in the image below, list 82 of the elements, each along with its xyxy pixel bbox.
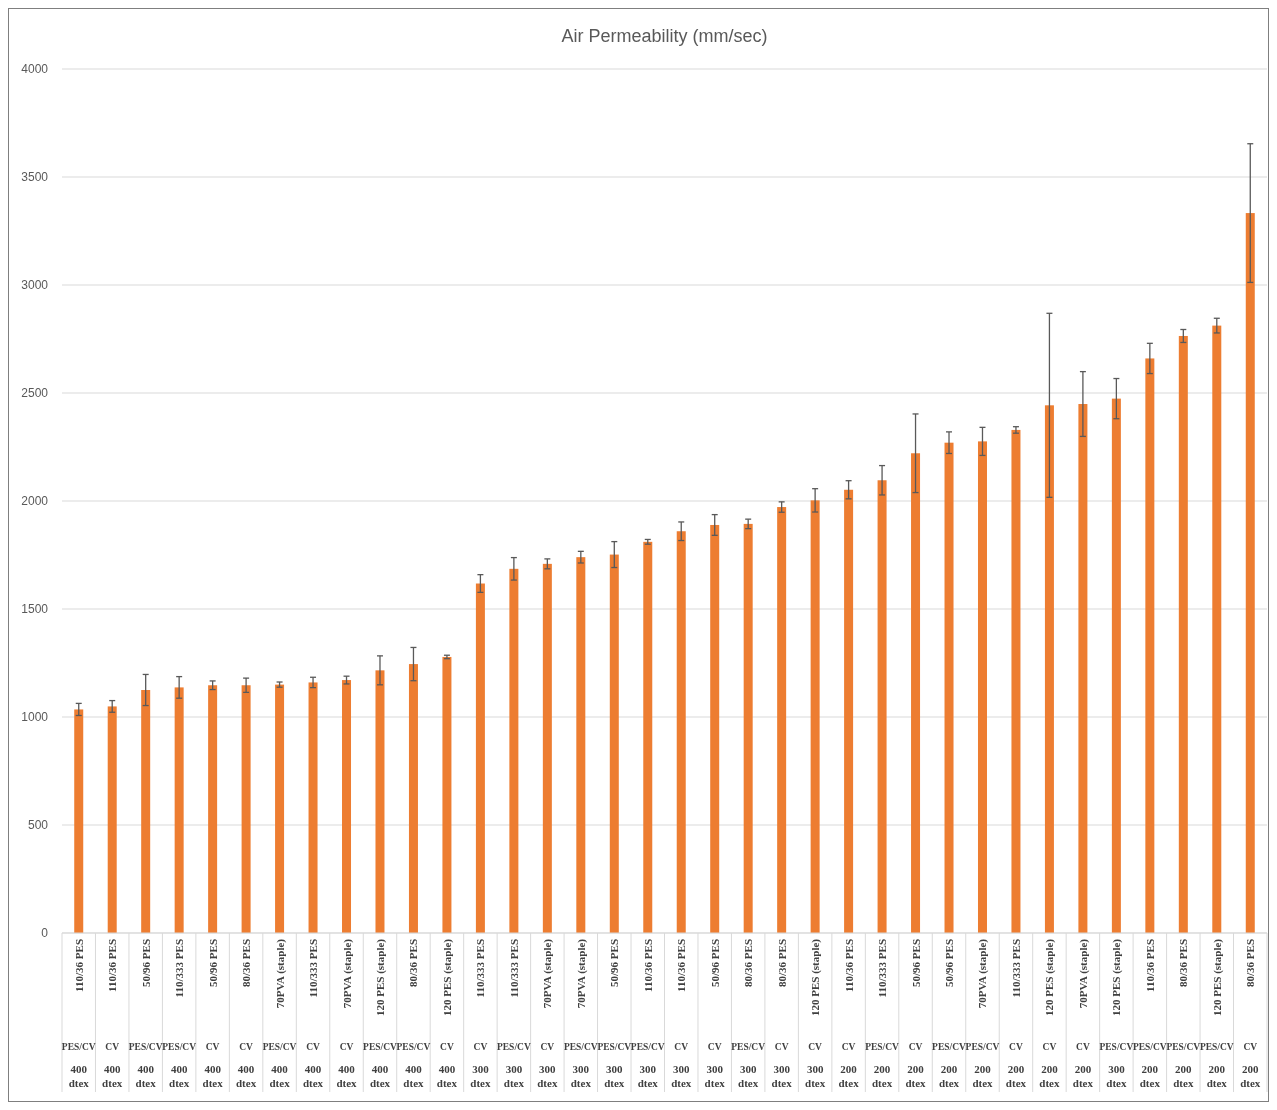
bar [844,489,854,933]
bar [1212,325,1222,933]
bar [710,524,720,933]
category-label: 110/36 PES PES/CV 200 dtex [1132,939,1167,1089]
bar [576,557,586,933]
bar [676,531,686,933]
bar [107,706,117,933]
category-label: 50/96 PES PES/CV 400 dtex [128,939,163,1089]
bar [643,541,653,933]
category-label: 110/36 PES PES/CV 300 dtex [630,939,665,1089]
y-tick-label: 2000 [21,494,49,509]
category-label: 110/333 PES CV 400 dtex [302,939,324,1089]
category-label: 70PVA (staple) PES/CV 400 dtex [262,939,297,1089]
category-label: 80/36 PES PES/CV 300 dtex [731,939,766,1089]
category-label: 70PVA (staple) PES/CV 200 dtex [965,939,1000,1089]
category-label: 80/36 PES PES/CV 200 dtex [1166,939,1201,1089]
category-label: 110/36 PES PES/CV 400 dtex [61,939,96,1089]
category-label: 120 PES (staple) CV 400 dtex [436,939,458,1089]
y-tick-label: 0 [41,926,49,941]
category-label: 120 PES (staple) PES/CV 300 dtex [1099,939,1134,1089]
bar [911,453,921,933]
category-label: 120 PES (staple) CV 300 dtex [805,939,826,1089]
bar [743,523,753,933]
bar [241,685,251,933]
category-label: 110/36 PES CV 400 dtex [102,939,123,1089]
bar [475,583,485,933]
category-label: 110/333 PES CV 200 dtex [1005,939,1027,1089]
category-label: 110/333 PES PES/CV 300 dtex [496,939,531,1089]
bar [1011,429,1021,933]
bar [74,709,84,933]
category-label: 80/36 PES CV 300 dtex [771,939,792,1089]
bar [944,442,954,933]
category-label: 50/96 PES PES/CV 200 dtex [932,939,966,1089]
category-label: 110/36 PES CV 300 dtex [671,939,692,1089]
y-tick-label: 2500 [21,386,49,401]
bar [275,684,285,933]
category-label: 70PVA (staple) CV 300 dtex [537,939,558,1089]
bar [174,687,184,933]
bar [509,568,519,933]
bar [342,680,352,933]
bar [1245,213,1255,933]
category-label: 50/96 PES CV 300 dtex [704,939,725,1089]
bar [442,656,452,933]
category-label: 70PVA (staple) CV 200 dtex [1072,939,1093,1089]
category-label: 70PVA (staple) CV 400 dtex [336,939,357,1089]
category-label: 70PVA (staple) PES/CV 300 dtex [563,939,598,1089]
bar [208,685,218,933]
bar [777,507,787,933]
category-label: 80/36 PES CV 400 dtex [236,939,257,1089]
bar [977,441,987,933]
bar [810,500,820,933]
y-tick-label: 500 [27,818,49,833]
category-label: 50/96 PES PES/CV 300 dtex [597,939,632,1089]
category-label: 80/36 PES PES/CV 400 dtex [396,939,431,1089]
y-tick-label: 3000 [21,278,49,293]
bar [609,554,619,933]
category-label: 120 PES (staple) CV 200 dtex [1039,939,1060,1089]
bar [542,563,552,933]
category-label: 80/36 PES CV 200 dtex [1240,939,1261,1089]
y-tick-label: 4000 [21,62,49,77]
category-label: 120 PES (staple) PES/CV 200 dtex [1199,939,1234,1089]
bar [375,670,385,933]
category-label: 50/96 PES CV 200 dtex [905,939,926,1089]
bar [877,480,887,933]
category-label: 110/36 PES CV 200 dtex [838,939,859,1089]
category-label: 110/333 PES PES/CV 200 dtex [865,939,899,1089]
bar [1044,405,1054,933]
category-label: 110/333 PES CV 300 dtex [470,939,491,1089]
bar [308,682,318,933]
category-label: 110/333 PES PES/CV 400 dtex [162,939,197,1089]
bar [408,664,418,933]
chart-title: Air Permeability (mm/sec) [561,26,768,46]
bar [1078,404,1088,933]
y-tick-label: 3500 [21,170,49,185]
category-label: 120 PES (staple) PES/CV 400 dtex [363,939,397,1089]
bar [1178,335,1188,933]
y-tick-label: 1500 [21,602,49,617]
bar [141,690,151,933]
bar [1145,358,1155,933]
bar [1111,398,1121,933]
category-label: 50/96 PES CV 400 dtex [202,939,223,1089]
y-tick-label: 1000 [21,710,49,725]
